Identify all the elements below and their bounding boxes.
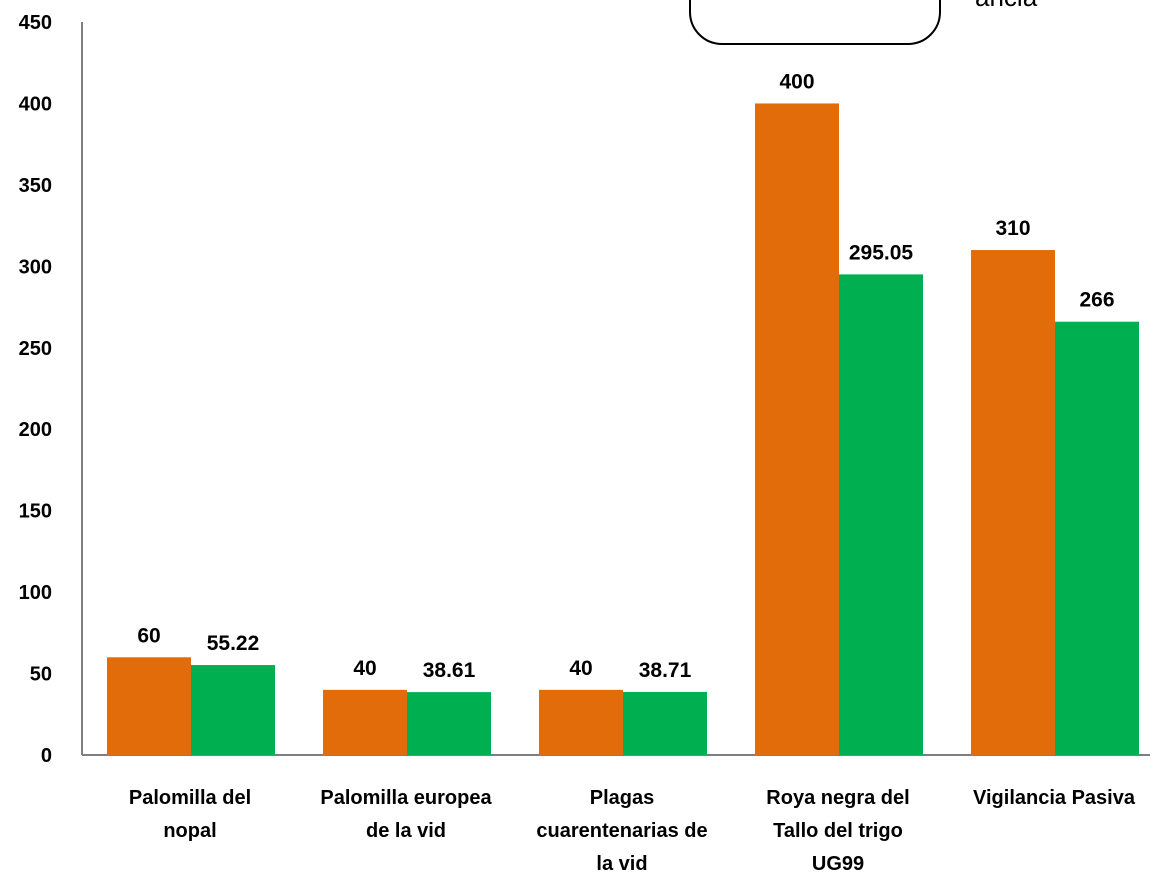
category-label-line: Vigilancia Pasiva (973, 787, 1136, 809)
category-label: Palomilla del nopal (129, 787, 251, 842)
data-label: 266 (1079, 289, 1114, 312)
bars (107, 103, 1139, 756)
data-label: 38.61 (423, 659, 476, 682)
bar-series1 (971, 250, 1055, 756)
category-label-line: Tallo del trigo (773, 820, 903, 842)
category-label-line: UG99 (812, 853, 864, 875)
category-label-line: Plagas (590, 787, 654, 809)
category-label-line: la vid (596, 853, 647, 875)
data-label: 55.22 (207, 632, 260, 655)
category-label: Vigilancia Pasiva (973, 787, 1136, 809)
category-label-line: Palomilla del (129, 787, 251, 809)
category-label: Palomilla europea de la vid (320, 787, 492, 842)
data-label: 60 (137, 624, 160, 647)
category-label: Plagas cuarentenarias de la vid (536, 787, 707, 875)
bar-series1 (107, 657, 191, 755)
y-tick-label: 400 (19, 93, 52, 115)
data-label: 400 (779, 70, 814, 93)
y-tick-label: 50 (30, 664, 52, 686)
bar-series2 (407, 692, 491, 755)
y-tick-label: 250 (19, 338, 52, 360)
bar-series1 (323, 689, 407, 755)
y-tick-label: 350 (19, 175, 52, 197)
bar-series2 (191, 665, 275, 755)
bar-series2 (1055, 321, 1139, 755)
y-tick-label: 150 (19, 501, 52, 523)
category-label-line: nopal (163, 820, 216, 842)
category-label-line: cuarentenarias de (536, 820, 707, 842)
bar-series2 (623, 691, 707, 755)
data-label: 295.05 (849, 241, 914, 264)
y-tick-label: 100 (19, 582, 52, 604)
category-label-line: de la vid (366, 820, 446, 842)
category-label: Roya negra del Tallo del trigo UG99 (766, 787, 909, 875)
bar-series2 (839, 274, 923, 755)
data-label: 310 (995, 217, 1030, 240)
callout-text: ancia (975, 0, 1038, 12)
data-label: 40 (569, 657, 592, 680)
bar-series1 (755, 103, 839, 755)
y-tick-label: 450 (19, 12, 52, 34)
callout-bubble: ancia (689, 0, 1038, 45)
category-label-line: Roya negra del (766, 787, 909, 809)
y-tick-label: 0 (41, 745, 52, 767)
callout-box (689, 0, 941, 45)
y-tick-label: 200 (19, 419, 52, 441)
bar-series1 (539, 689, 623, 755)
y-tick-label: 300 (19, 256, 52, 278)
category-label-line: Palomilla europea (320, 787, 492, 809)
y-axis: 0 50 100 150 200 250 300 350 400 450 (19, 12, 83, 767)
data-labels: 60 55.22 40 38.61 40 38.71 400 295.05 310 266 (137, 70, 1114, 682)
data-label: 40 (353, 657, 376, 680)
data-label: 38.71 (639, 659, 692, 682)
category-labels: Palomilla del nopal Palomilla europea de la… (129, 787, 1136, 875)
